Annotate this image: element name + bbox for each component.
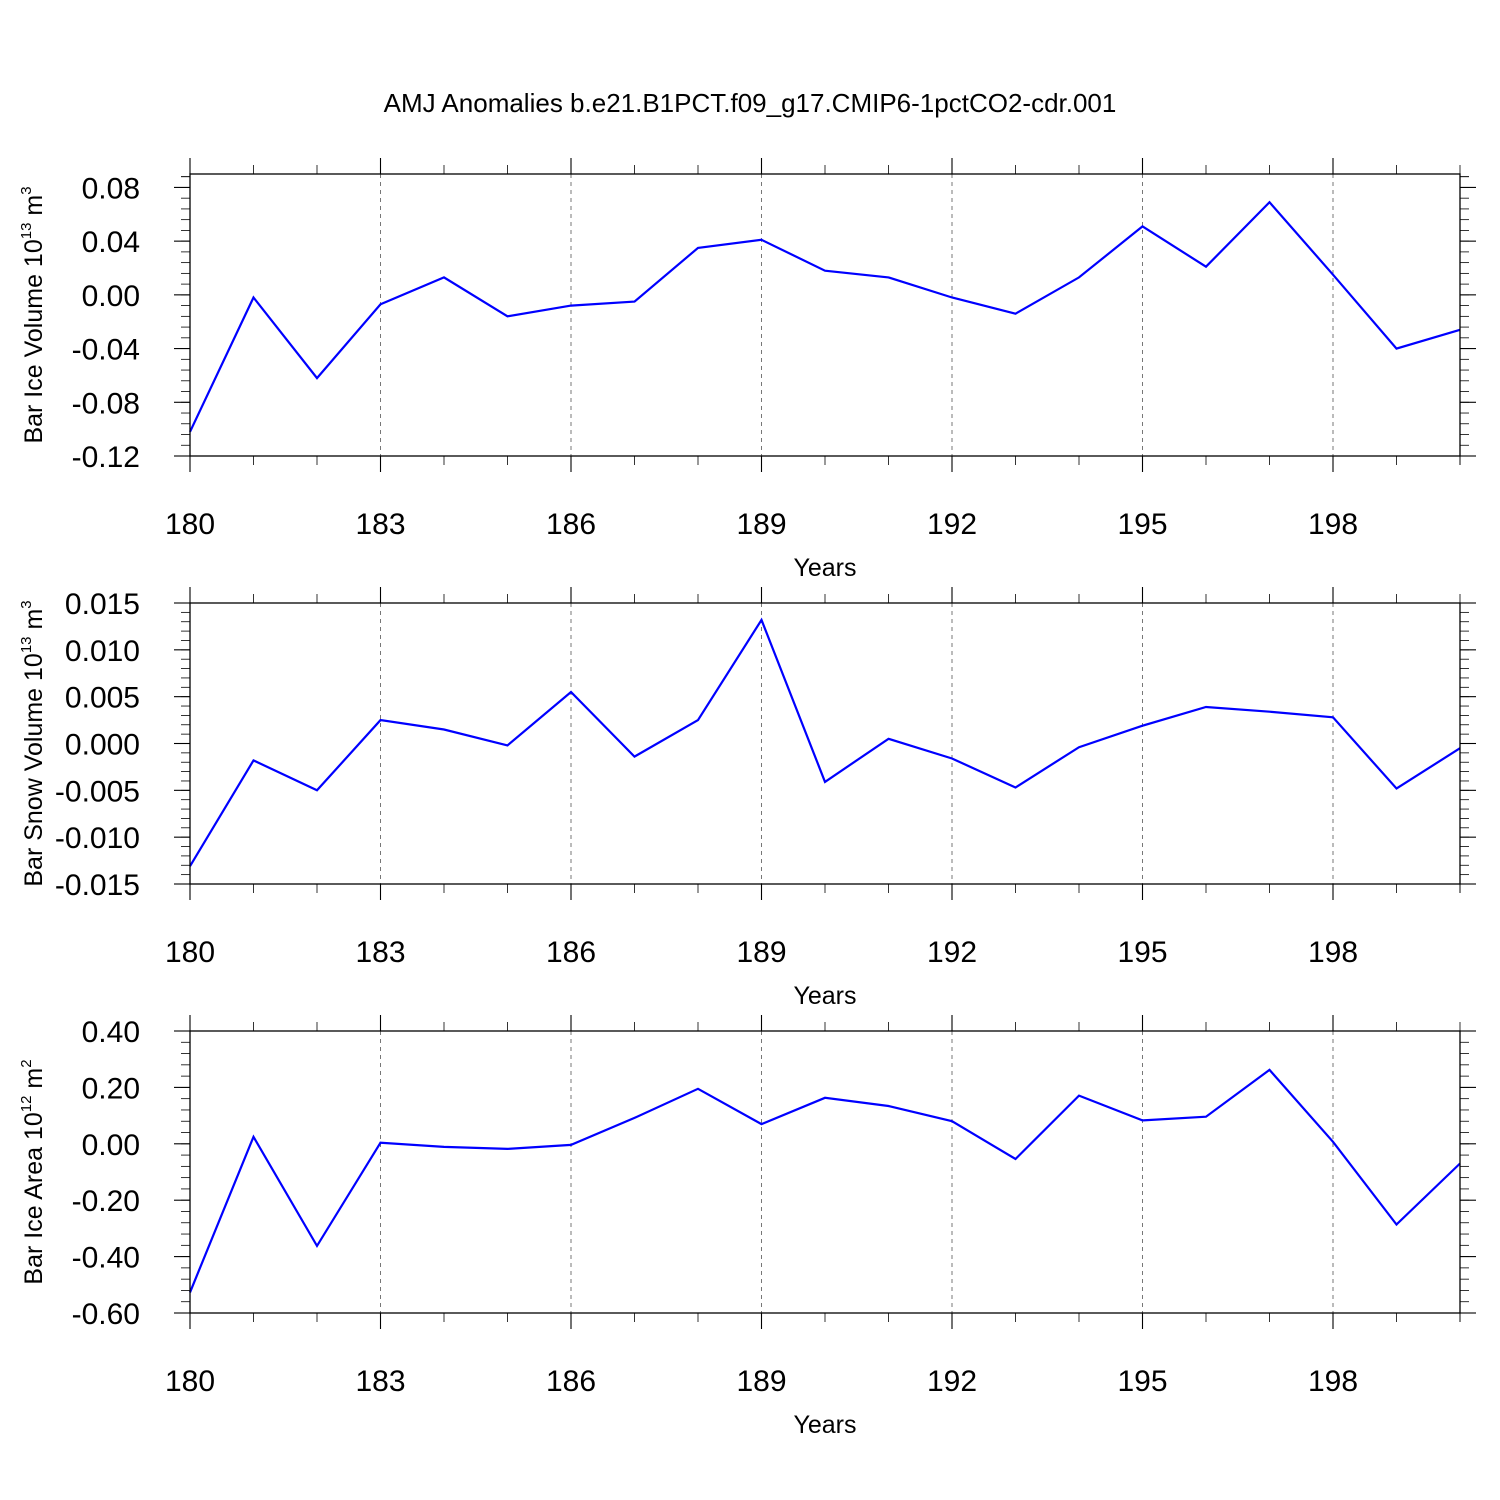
x-tick-label: 198 bbox=[1308, 1365, 1358, 1398]
x-tick-label: 183 bbox=[355, 1365, 405, 1398]
x-axis-title: Years bbox=[793, 982, 856, 1010]
x-tick-label: 192 bbox=[927, 508, 977, 541]
y-axis-title-text: m bbox=[20, 1068, 48, 1096]
y-tick-label: 0.40 bbox=[82, 1016, 140, 1049]
y-tick-label: -0.005 bbox=[55, 775, 140, 808]
x-tick-label: 195 bbox=[1117, 508, 1167, 541]
chart-panel-1: 180 183 186 189 192 195 198 -0.12 -0.08 -0.04 0.00… bbox=[18, 158, 1476, 582]
figure-title: AMJ Anomalies b.e21.B1PCT.f09_g17.CMIP6-… bbox=[384, 88, 1117, 118]
x-tick-label: 183 bbox=[355, 508, 405, 541]
x-tick-label: 183 bbox=[355, 936, 405, 969]
series-line bbox=[189, 617, 1461, 867]
y-tick-label: -0.04 bbox=[72, 334, 140, 367]
y-tick-label: 0.04 bbox=[82, 226, 140, 259]
chart-panel-2: 180 183 186 189 192 195 198 -0.015 -0.010 -0.005 0… bbox=[18, 587, 1476, 1010]
y-tick-label: 0.08 bbox=[82, 172, 140, 205]
x-tick-label: 195 bbox=[1117, 936, 1167, 969]
x-tick-label: 189 bbox=[736, 936, 786, 969]
x-tick-label: 192 bbox=[927, 936, 977, 969]
x-axis-title: Years bbox=[793, 554, 856, 582]
y-tick-label: 0.015 bbox=[65, 588, 140, 621]
y-axis-title-text: Bar Ice Area 10 bbox=[20, 1112, 48, 1284]
y-tick-label: 0.20 bbox=[82, 1072, 140, 1105]
y-tick-label: 0.000 bbox=[65, 729, 140, 762]
y-tick-label: 0.010 bbox=[65, 635, 140, 668]
y-tick-label: -0.20 bbox=[72, 1185, 140, 1218]
y-axis-title-superscript: 3 bbox=[18, 600, 35, 608]
x-tick-label: 192 bbox=[927, 1365, 977, 1398]
y-axis-title-text: m bbox=[20, 609, 48, 637]
x-tick-label: 198 bbox=[1308, 936, 1358, 969]
x-tick-label: 195 bbox=[1117, 1365, 1167, 1398]
y-axis-title-text: Bar Snow Volume 10 bbox=[20, 653, 48, 886]
y-tick-label: -0.12 bbox=[72, 441, 140, 474]
y-tick-label: 0.005 bbox=[65, 682, 140, 715]
y-axis-title-text: m bbox=[20, 195, 48, 223]
y-axis-title-superscript: 3 bbox=[18, 186, 35, 194]
y-axis-title-superscript: 13 bbox=[18, 636, 35, 653]
chart-panel-3: 180 183 186 189 192 195 198 -0.60 -0.40 -0.20 0.00… bbox=[18, 1015, 1476, 1439]
y-axis-title-superscript: 13 bbox=[18, 223, 35, 240]
y-axis-title: Bar Ice Volume 1013 m3 bbox=[18, 186, 48, 443]
y-axis-title-text: Bar Ice Volume 10 bbox=[20, 239, 48, 443]
y-tick-label: -0.010 bbox=[55, 822, 140, 855]
panels: 180 183 186 189 192 195 198 -0.12 -0.08 -0.04 0.00… bbox=[18, 158, 1476, 1439]
y-axis-title-superscript: 2 bbox=[18, 1059, 35, 1067]
y-axis-title: Bar Ice Area 1012 m2 bbox=[18, 1059, 48, 1284]
series-line bbox=[188, 1068, 1461, 1293]
x-axis-title: Years bbox=[793, 1411, 856, 1439]
x-tick-label: 198 bbox=[1308, 508, 1358, 541]
x-tick-label: 189 bbox=[736, 508, 786, 541]
x-tick-label: 186 bbox=[546, 1365, 596, 1398]
x-tick-label: 180 bbox=[165, 936, 215, 969]
x-tick-label: 186 bbox=[546, 936, 596, 969]
y-axis-title-superscript: 12 bbox=[18, 1096, 35, 1113]
x-tick-label: 189 bbox=[736, 1365, 786, 1398]
y-tick-label: -0.08 bbox=[72, 387, 140, 420]
y-tick-label: -0.40 bbox=[72, 1242, 140, 1275]
y-tick-label: 0.00 bbox=[82, 1129, 140, 1162]
x-tick-label: 180 bbox=[165, 1365, 215, 1398]
y-tick-label: -0.60 bbox=[72, 1298, 140, 1331]
y-tick-label: 0.00 bbox=[82, 280, 140, 313]
y-tick-label: -0.015 bbox=[55, 869, 140, 902]
x-tick-label: 186 bbox=[546, 508, 596, 541]
series-line bbox=[189, 200, 1461, 433]
y-axis-title: Bar Snow Volume 1013 m3 bbox=[18, 600, 48, 886]
x-tick-label: 180 bbox=[165, 508, 215, 541]
